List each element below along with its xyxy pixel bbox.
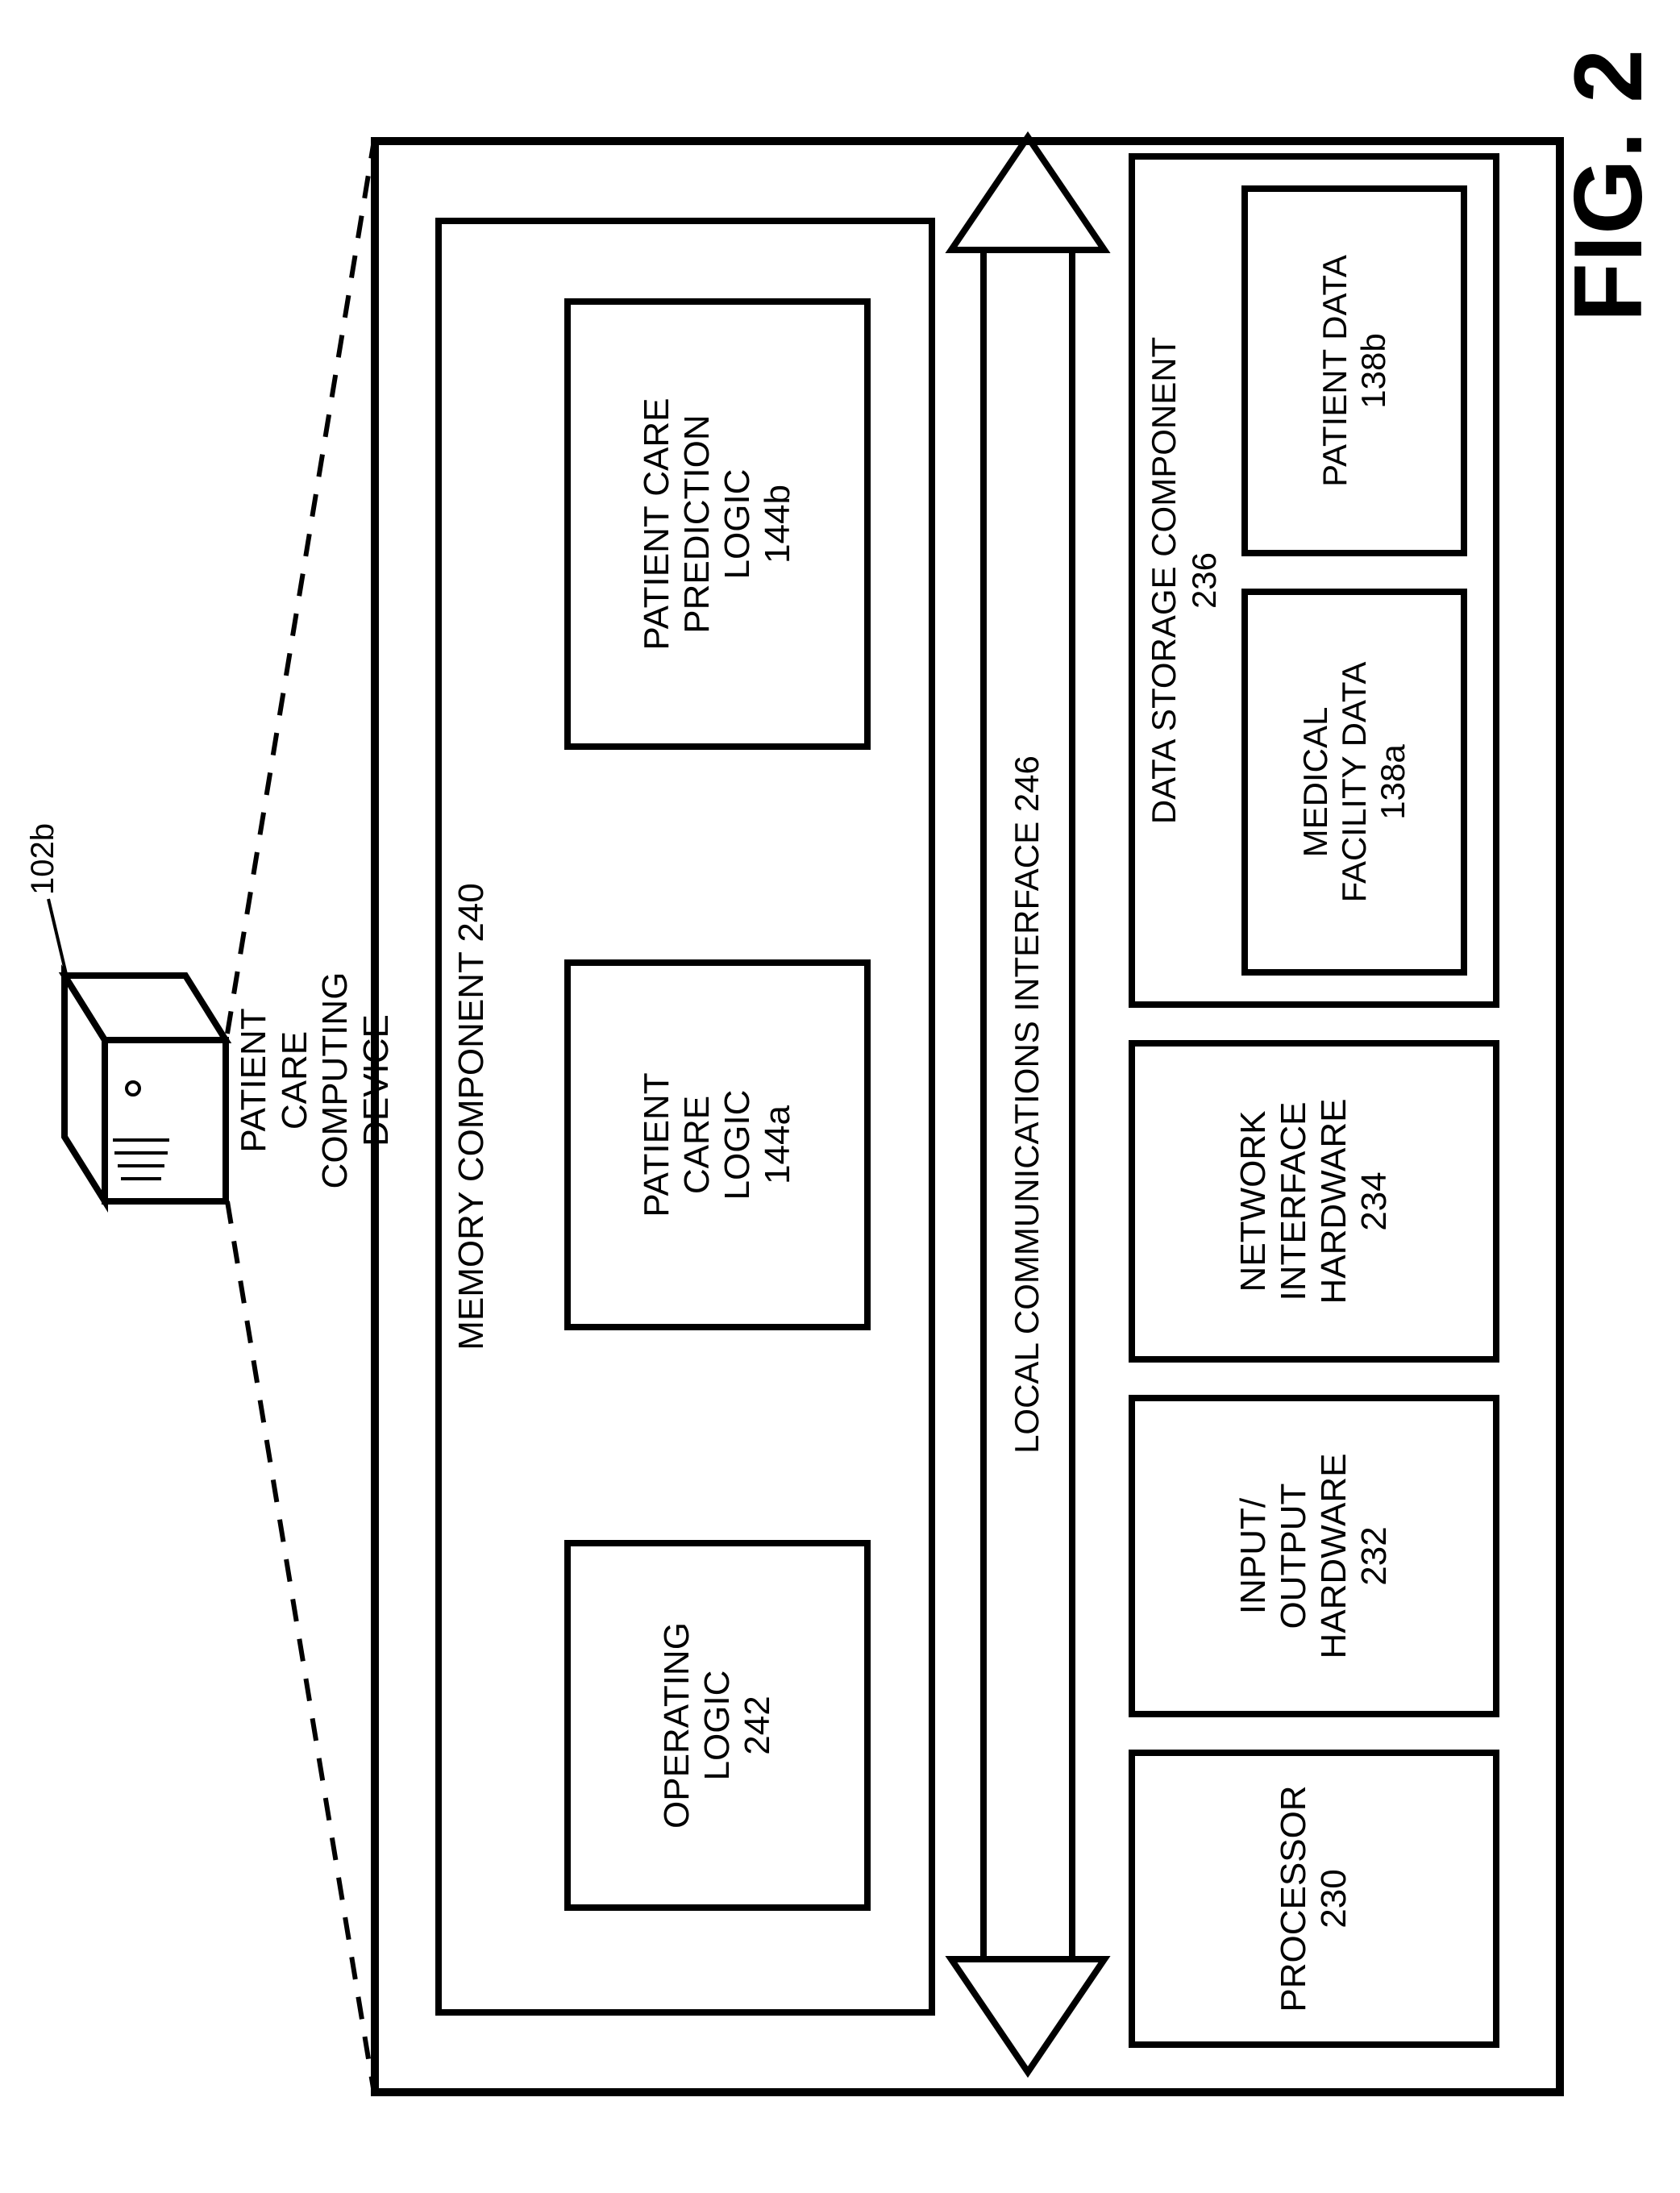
patient-care-logic-box: PATIENT CARE LOGIC 144a [564,959,871,1330]
io-hardware-box: INPUT/ OUTPUT HARDWARE 232 [1129,1395,1499,1717]
computer-device-icon [48,899,226,1201]
data-storage-label: DATA STORAGE COMPONENT [1145,169,1183,992]
io-hardware-text: INPUT/ OUTPUT HARDWARE 232 [1233,1453,1395,1658]
figure-stage: PATIENT CARE COMPUTING DEVICE MEMORY COM… [0,0,1680,2193]
medical-facility-data-text: MEDICAL FACILITY DATA 138a [1296,662,1412,903]
patient-care-prediction-logic-box: PATIENT CARE PREDICTION LOGIC 144b [564,298,871,750]
network-interface-box: NETWORK INTERFACE HARDWARE 234 [1129,1040,1499,1363]
processor-box: PROCESSOR 230 [1129,1750,1499,2048]
processor-text: PROCESSOR 230 [1274,1785,1354,2012]
device-title: PATIENT CARE COMPUTING DEVICE [234,935,397,1226]
data-storage-ref: 236 [1185,169,1224,992]
memory-component-label: MEMORY COMPONENT 240 [451,234,493,2000]
medical-facility-data-box: MEDICAL FACILITY DATA 138a [1241,589,1467,976]
device-ref-number: 102b [24,823,61,895]
patient-care-prediction-logic-text: PATIENT CARE PREDICTION LOGIC 144b [637,398,798,651]
figure-label: FIG. 2 [1553,48,1664,322]
patient-data-text: PATIENT DATA 138b [1316,255,1393,487]
patient-care-logic-text: PATIENT CARE LOGIC 144a [637,1072,798,1217]
dashed-left-line [227,1201,374,2093]
bus-label: LOCAL COMMUNICATIONS INTERFACE 246 [1008,258,1046,1951]
dashed-right-line [227,140,374,1034]
operating-logic-text: OPERATING LOGIC 242 [657,1622,778,1829]
operating-logic-box: OPERATING LOGIC 242 [564,1540,871,1911]
patient-data-box: PATIENT DATA 138b [1241,185,1467,556]
network-interface-text: NETWORK INTERFACE HARDWARE 234 [1233,1098,1395,1304]
